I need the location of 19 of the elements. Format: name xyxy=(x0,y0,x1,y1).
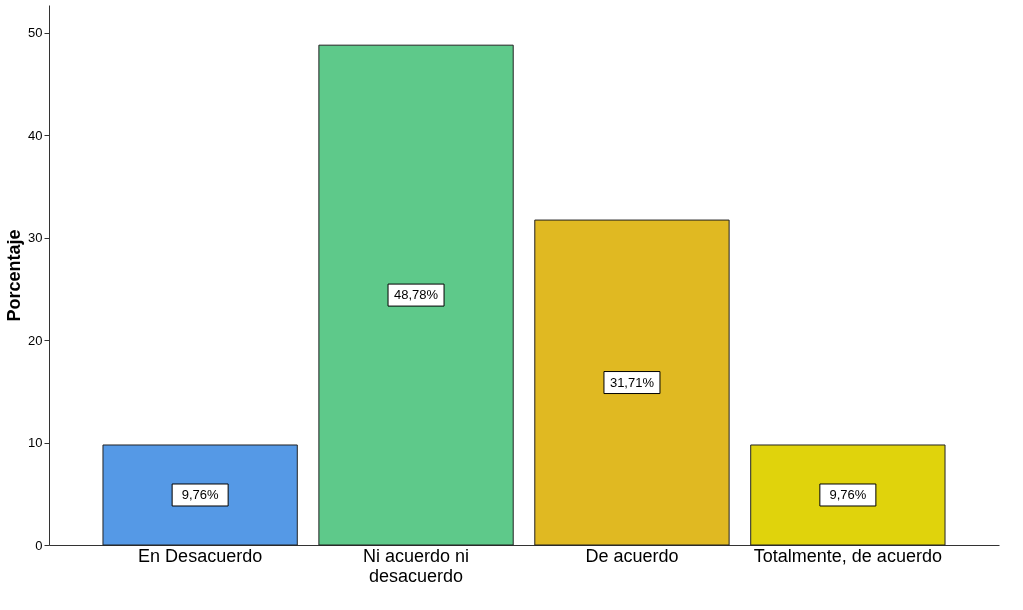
data-label: 31,71% xyxy=(609,374,655,390)
data-label: 9,76% xyxy=(829,487,867,502)
y-tick-label: 40 xyxy=(28,127,43,143)
data-label: 48,78% xyxy=(394,287,439,303)
bar xyxy=(534,219,730,546)
y-tick-label: 20 xyxy=(28,332,43,348)
bar xyxy=(102,444,298,546)
data-label: 9,76% xyxy=(181,487,219,502)
y-tick-label: 0 xyxy=(35,537,43,553)
x-tick-label: En Desacuerdo xyxy=(138,545,263,566)
x-tick-label: Ni acuerdo ni desacuerdo xyxy=(363,545,470,586)
bar xyxy=(750,444,946,546)
x-tick-label: Totalmente, de acuerdo xyxy=(753,545,942,566)
y-axis-title: Porcentaje xyxy=(4,229,25,322)
y-tick-label: 30 xyxy=(28,230,43,246)
y-tick-label: 50 xyxy=(28,25,43,41)
bar xyxy=(318,44,514,546)
x-tick-label: De acuerdo xyxy=(585,545,679,566)
y-tick-label: 10 xyxy=(28,435,43,451)
